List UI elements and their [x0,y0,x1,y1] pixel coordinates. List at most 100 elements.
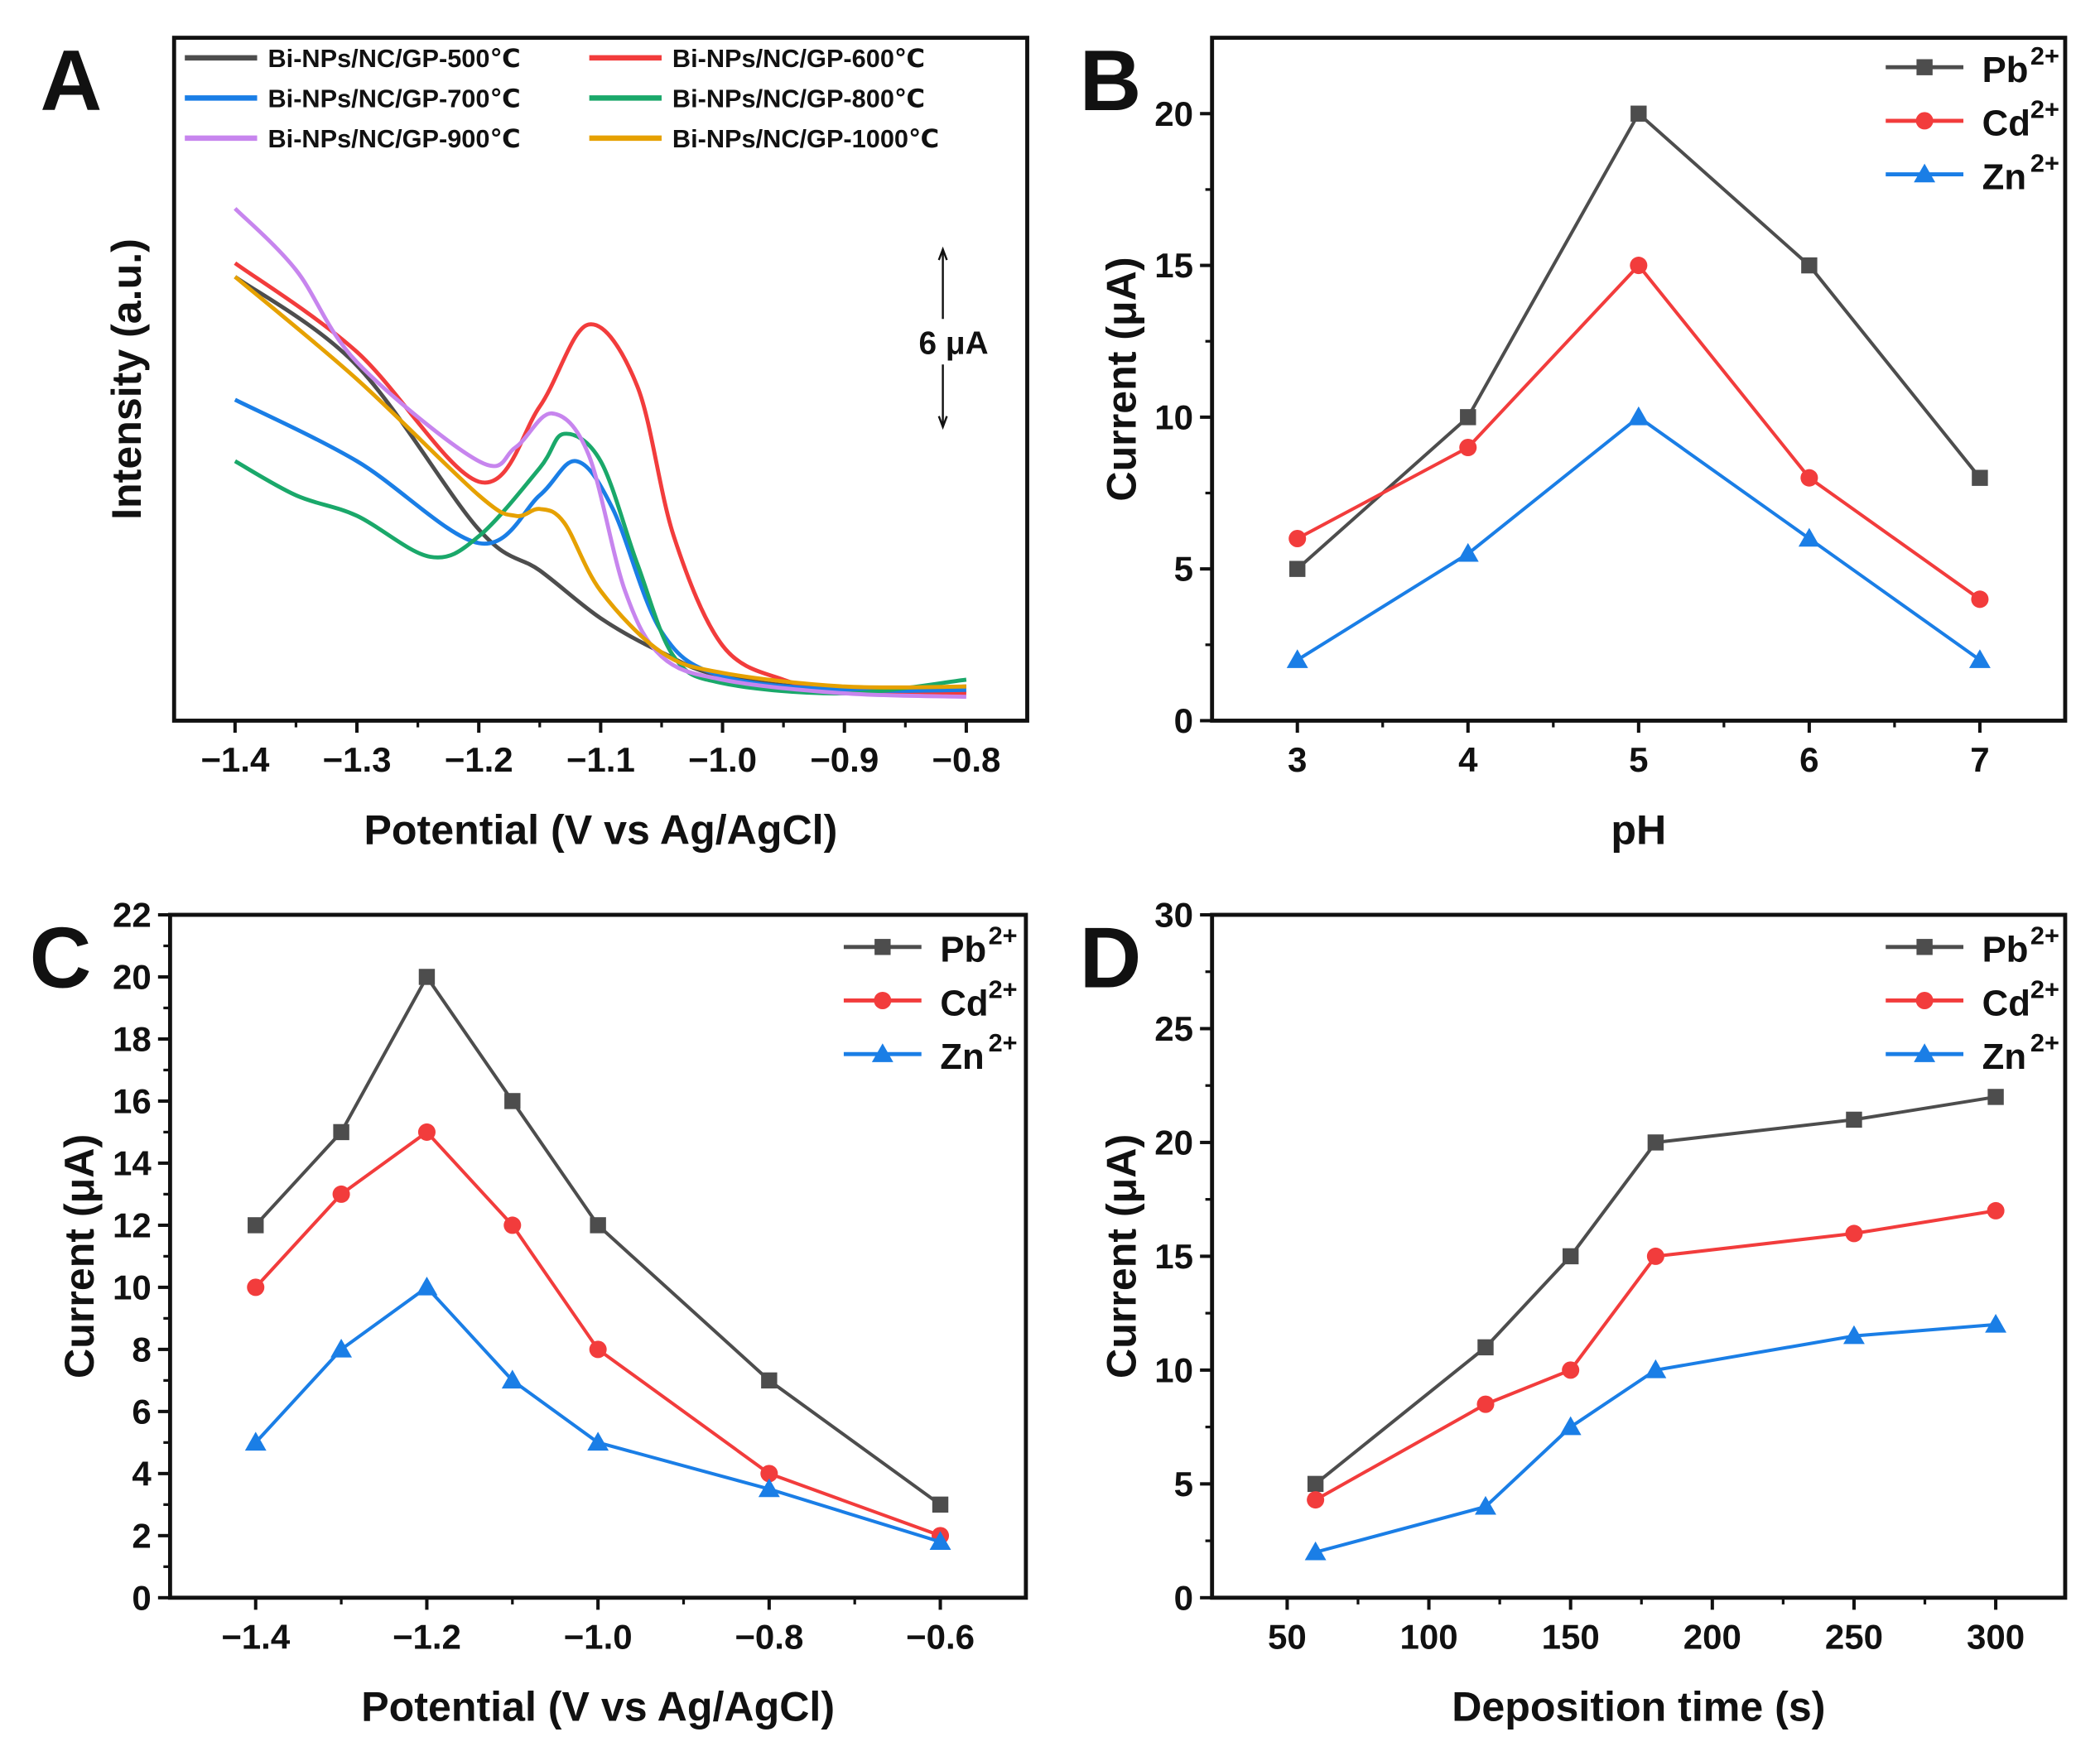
legend-label-superscript: 2+ [2030,974,2059,1003]
y-tick-label: 10 [113,1268,152,1306]
series-line [234,261,966,695]
x-tick-label: 4 [1458,740,1478,779]
data-point [1985,1313,2007,1333]
data-point [248,1217,264,1234]
legend-label: Bi-NPs/NC/GP-500℃ [267,44,520,73]
legend-label: Pb [1982,930,2029,970]
legend-label: Bi-NPs/NC/GP-1000℃ [672,124,939,153]
x-tick-label: −1.1 [566,740,635,779]
panel-label-b: B [1080,32,1142,128]
plot-frame [1210,912,2068,1600]
x-tick-label: −0.9 [810,740,879,779]
data-point [1307,1491,1325,1509]
x-tick-label: −1.2 [393,1617,461,1656]
y-tick-label: 10 [1154,397,1193,436]
series-line [1296,415,1982,662]
y-tick-label: 10 [1154,1350,1193,1389]
y-tick-label: 15 [1154,246,1193,285]
data-point [1646,1247,1664,1265]
y-tick-label: 14 [113,1143,152,1182]
x-tick-label: 150 [1542,1617,1600,1656]
data-point [247,1278,265,1297]
x-axis-label: Potential (V vs Ag/AgCl) [361,1684,835,1730]
data-point [1972,469,1988,486]
legend-label: Zn [940,1037,984,1077]
data-point [504,1093,521,1109]
legend-label: Cd [940,983,988,1023]
legend-label: Bi-NPs/NC/GP-800℃ [672,84,925,113]
y-tick-label: 16 [113,1081,152,1120]
legend-marker [871,1043,893,1062]
legend-label: Bi-NPs/NC/GP-900℃ [267,124,520,153]
data-point [1562,1361,1580,1379]
data-point [1630,257,1648,275]
legend-label: Zn [1982,156,2026,197]
data-point [1476,1395,1495,1413]
data-point [332,1185,350,1203]
panel-label-c: C [30,909,92,1005]
data-point [1798,527,1820,547]
legend-label: Pb [940,930,986,970]
data-point [1987,1089,2004,1105]
series-line [1296,111,1982,570]
legend-label: Cd [1982,103,2030,144]
legend-label: Pb [1982,50,2029,90]
x-tick-label: −1.4 [200,740,270,779]
data-point [758,1478,780,1498]
plot-frame [167,912,1028,1600]
data-point [1987,1201,2005,1220]
data-point [418,969,436,985]
legend-marker [1916,59,1933,75]
series-line [254,1285,942,1544]
y-axis-label: Current (μA) [56,1134,103,1378]
x-tick-label: 7 [1970,740,1989,779]
legend-marker [874,991,892,1009]
data-point [1843,1325,1865,1345]
series-line [1314,1209,1996,1502]
data-point [1459,439,1477,457]
data-point [1475,1495,1496,1515]
x-tick-label: −1.0 [688,740,757,779]
series-line [254,1129,942,1537]
x-tick-label: 3 [1288,740,1307,779]
y-tick-label: 20 [113,958,152,997]
y-axis-label: Current (μA) [1099,1134,1145,1378]
legend-label-superscript: 2+ [989,921,1018,950]
legend-label: Bi-NPs/NC/GP-700℃ [267,84,520,113]
legend-marker [1914,1043,1936,1062]
y-tick-label: 6 [132,1392,151,1431]
y-tick-label: 30 [1154,896,1193,935]
data-point [333,1123,349,1141]
x-tick-label: 200 [1683,1617,1741,1656]
data-point [1647,1134,1664,1151]
data-point [501,1369,523,1389]
y-tick-label: 25 [1154,1009,1193,1048]
y-axis-label: Current (μA) [1099,257,1145,501]
x-tick-label: −1.0 [564,1617,633,1656]
legend-marker [1916,939,1933,955]
panel-label-d: D [1080,909,1142,1005]
y-tick-label: 0 [1174,1578,1193,1617]
x-tick-label: −0.8 [735,1617,803,1656]
data-point [1801,257,1818,274]
data-point [1460,409,1476,426]
x-tick-label: 5 [1629,740,1648,779]
x-tick-label: −0.8 [932,740,1000,779]
data-point [1846,1111,1862,1128]
legend-label-superscript: 2+ [989,1028,1018,1057]
data-point [1971,590,1989,609]
y-tick-label: 0 [132,1578,151,1617]
data-point [1307,1475,1324,1493]
x-tick-label: 250 [1825,1617,1883,1656]
data-point [1627,406,1650,426]
data-point [1304,1541,1327,1561]
legend-label-superscript: 2+ [2030,148,2059,177]
data-point [587,1431,609,1451]
data-point [1559,1416,1582,1436]
y-tick-label: 0 [1174,701,1193,740]
data-point [932,1496,949,1513]
x-axis-label: pH [1611,806,1666,853]
legend-label: Cd [1982,983,2030,1023]
data-point [503,1216,522,1234]
